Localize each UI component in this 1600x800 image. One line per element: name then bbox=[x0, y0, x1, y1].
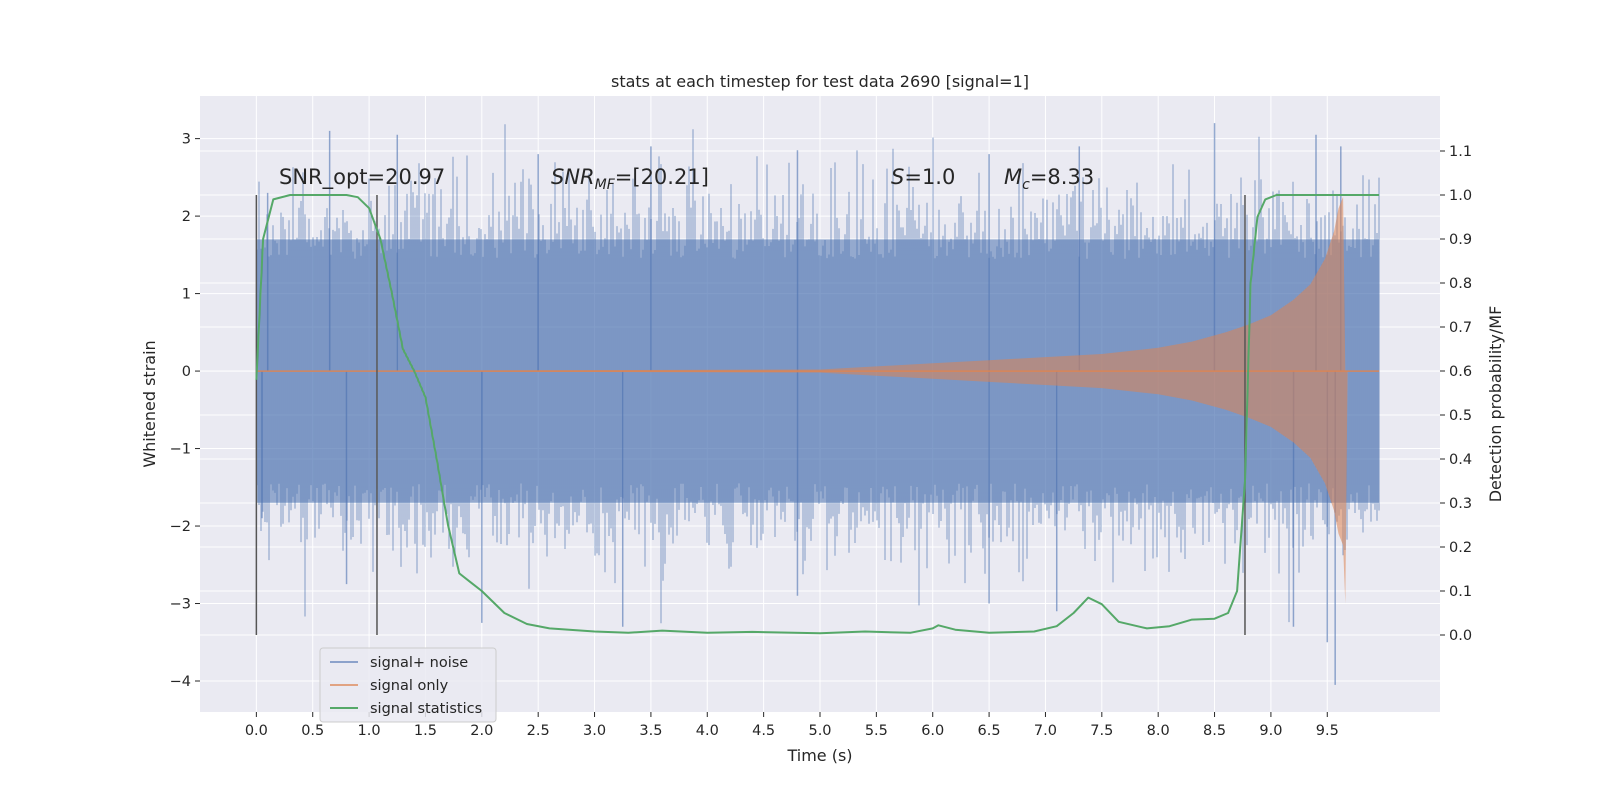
annotation-snr-mf-base: SNR bbox=[551, 165, 595, 189]
y2-tick-label: 0.7 bbox=[1449, 320, 1472, 336]
y-tick-label: 2 bbox=[182, 209, 191, 225]
annotation-s-rest: =1.0 bbox=[904, 165, 955, 189]
y2-tick-label: 0.0 bbox=[1449, 628, 1472, 644]
y-tick-label: −2 bbox=[170, 519, 191, 535]
y2-tick-label: 1.0 bbox=[1449, 188, 1472, 204]
x-tick-label: 7.5 bbox=[1090, 723, 1113, 739]
legend-label-signal-only: signal only bbox=[370, 678, 449, 694]
signal-statistics-series bbox=[255, 194, 1380, 635]
legend: signal+ noise signal only signal statist… bbox=[319, 647, 497, 723]
y-axis-ticks: −4 −3 −2 −1 0 1 2 3 bbox=[170, 132, 200, 690]
legend-label-signal-statistics: signal statistics bbox=[370, 701, 482, 717]
signal-only-series bbox=[256, 196, 1380, 604]
annotation-mc-sub: c bbox=[1022, 177, 1030, 193]
y-tick-label: 0 bbox=[182, 364, 191, 380]
legend-label-signal-noise: signal+ noise bbox=[370, 655, 468, 671]
x-tick-label: 4.5 bbox=[752, 723, 775, 739]
y-tick-label: −3 bbox=[170, 597, 191, 613]
y2-tick-label: 0.4 bbox=[1449, 452, 1472, 468]
y-axis-label: Whitened strain bbox=[140, 340, 159, 467]
annotation-mc-rest: =8.33 bbox=[1030, 165, 1094, 189]
x-axis-ticks: 0.0 0.5 1.0 1.5 2.0 2.5 3.0 3.5 4.0 4.5 5.0 5.5 6.0 6… bbox=[245, 712, 1339, 739]
x-tick-label: 8.5 bbox=[1203, 723, 1226, 739]
y2-tick-label: 0.1 bbox=[1449, 584, 1472, 600]
x-tick-label: 9.5 bbox=[1316, 723, 1339, 739]
y-tick-label: −1 bbox=[170, 442, 191, 458]
y2-axis-ticks: 0.0 0.1 0.2 0.3 0.4 0.5 0.6 0.7 0.8 0.9 1.0 1.1 bbox=[1440, 144, 1472, 644]
x-tick-label: 1.5 bbox=[414, 723, 437, 739]
x-tick-label: 2.0 bbox=[470, 723, 493, 739]
annotation-mc: Mc=8.33 bbox=[1004, 165, 1094, 193]
legend-box bbox=[319, 647, 497, 723]
x-tick-label: 1.0 bbox=[358, 723, 381, 739]
y2-tick-label: 0.9 bbox=[1449, 232, 1472, 248]
x-axis-label: Time (s) bbox=[786, 746, 852, 765]
annotation-snr-mf: SNRMF=[20.21] bbox=[551, 165, 709, 193]
x-tick-label: 7.0 bbox=[1034, 723, 1057, 739]
annotation-mc-base: M bbox=[1004, 165, 1022, 189]
y2-tick-label: 0.8 bbox=[1449, 276, 1472, 292]
y2-axis-label: Detection probability/MF bbox=[1486, 306, 1505, 503]
x-tick-label: 9.0 bbox=[1259, 723, 1282, 739]
annotation-snr-mf-sub: MF bbox=[595, 177, 616, 193]
x-tick-label: 5.0 bbox=[808, 723, 831, 739]
x-tick-label: 2.5 bbox=[527, 723, 550, 739]
annotation-s: S=1.0 bbox=[891, 165, 955, 189]
y-tick-label: −4 bbox=[170, 674, 191, 690]
annotation-s-base: S bbox=[891, 165, 904, 189]
y2-tick-label: 0.6 bbox=[1449, 364, 1472, 380]
x-tick-label: 5.5 bbox=[865, 723, 888, 739]
x-tick-label: 6.0 bbox=[921, 723, 944, 739]
vertical-lines bbox=[255, 195, 1246, 635]
y-tick-label: 1 bbox=[182, 287, 191, 303]
x-tick-label: 0.5 bbox=[301, 723, 324, 739]
x-tick-label: 8.0 bbox=[1147, 723, 1170, 739]
y2-tick-label: 0.2 bbox=[1449, 540, 1472, 556]
x-tick-label: 6.5 bbox=[978, 723, 1001, 739]
y2-tick-label: 0.5 bbox=[1449, 408, 1472, 424]
chart-title: stats at each timestep for test data 269… bbox=[611, 72, 1029, 91]
x-tick-label: 0.0 bbox=[245, 723, 268, 739]
y2-tick-label: 1.1 bbox=[1449, 144, 1472, 160]
x-tick-label: 4.0 bbox=[696, 723, 719, 739]
annotation-snr-opt: SNR_opt=20.97 bbox=[279, 165, 445, 190]
y-tick-label: 3 bbox=[182, 132, 191, 148]
x-tick-label: 3.0 bbox=[583, 723, 606, 739]
y2-tick-label: 0.3 bbox=[1449, 496, 1472, 512]
signal-statistics-line bbox=[255, 194, 1380, 635]
annotations: SNR_opt=20.97 SNRMF=[20.21] S=1.0 Mc=8.3… bbox=[279, 165, 1094, 193]
annotation-snr-mf-rest: =[20.21] bbox=[615, 165, 709, 189]
x-tick-label: 3.5 bbox=[639, 723, 662, 739]
